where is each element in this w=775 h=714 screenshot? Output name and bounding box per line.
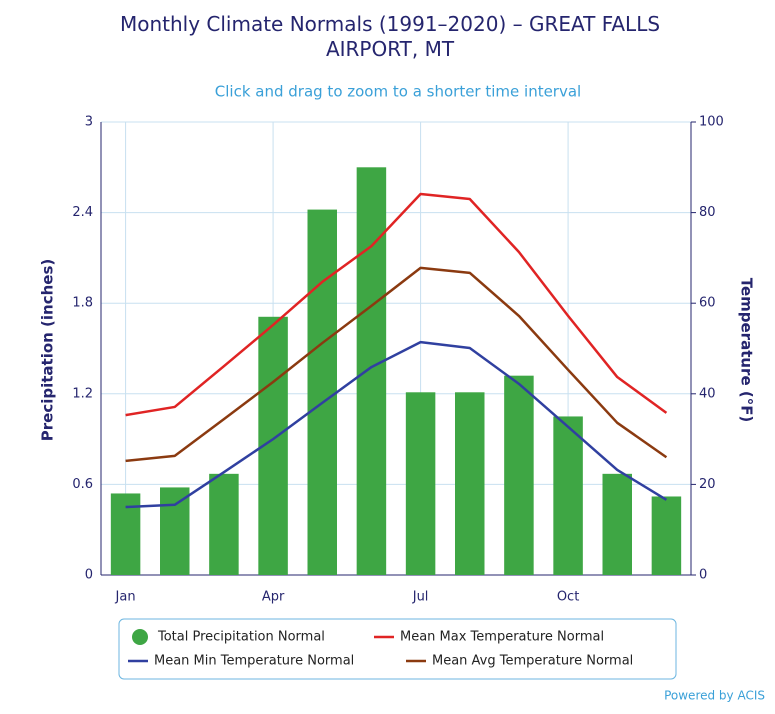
y2-tick-label: 40 bbox=[699, 386, 716, 401]
legend-box bbox=[118, 618, 677, 680]
y2-tick-label: 80 bbox=[699, 205, 716, 220]
line bbox=[125, 340, 668, 509]
y-tick-label: 1.8 bbox=[72, 296, 93, 311]
bar bbox=[160, 487, 190, 575]
y2-tick-label: 60 bbox=[699, 296, 716, 311]
legend-symbol[interactable] bbox=[132, 629, 148, 645]
bar bbox=[356, 167, 387, 576]
y2-tick-label: 100 bbox=[699, 115, 724, 130]
y-axis-title: Precipitation (inches) bbox=[39, 259, 57, 442]
bar bbox=[651, 496, 682, 575]
x-tick-label: Apr bbox=[262, 590, 285, 605]
line bbox=[125, 266, 668, 463]
bar bbox=[504, 375, 534, 575]
legend-label[interactable]: Mean Avg Temperature Normal bbox=[432, 654, 633, 669]
y2-tick-label: 0 bbox=[699, 568, 707, 583]
legend-label[interactable]: Total Precipitation Normal bbox=[157, 630, 325, 645]
bar bbox=[455, 392, 485, 575]
chart-subtitle: Click and drag to zoom to a shorter time… bbox=[215, 83, 581, 101]
x-tick-label: Jul bbox=[412, 590, 429, 605]
y2-axis-title: Temperature (°F) bbox=[738, 278, 756, 423]
bar bbox=[602, 473, 632, 575]
y-tick-label: 3 bbox=[85, 115, 93, 130]
chart-title: Monthly Climate Normals (1991–2020) – GR… bbox=[119, 12, 661, 61]
y-tick-label: 2.4 bbox=[72, 205, 93, 220]
bar bbox=[307, 209, 337, 575]
bar bbox=[209, 473, 239, 575]
bar bbox=[553, 416, 583, 575]
y2-tick-label: 20 bbox=[699, 477, 716, 492]
y-tick-label: 0 bbox=[85, 568, 93, 583]
x-tick-label: Oct bbox=[557, 590, 579, 605]
legend-label[interactable]: Mean Min Temperature Normal bbox=[154, 654, 354, 669]
legend-label[interactable]: Mean Max Temperature Normal bbox=[400, 630, 604, 645]
y-tick-label: 0.6 bbox=[72, 477, 93, 492]
bar bbox=[405, 392, 436, 575]
y-tick-label: 1.2 bbox=[72, 386, 93, 401]
line bbox=[125, 192, 668, 417]
x-tick-label: Jan bbox=[115, 590, 136, 605]
credits[interactable]: Powered by ACIS bbox=[664, 689, 765, 703]
